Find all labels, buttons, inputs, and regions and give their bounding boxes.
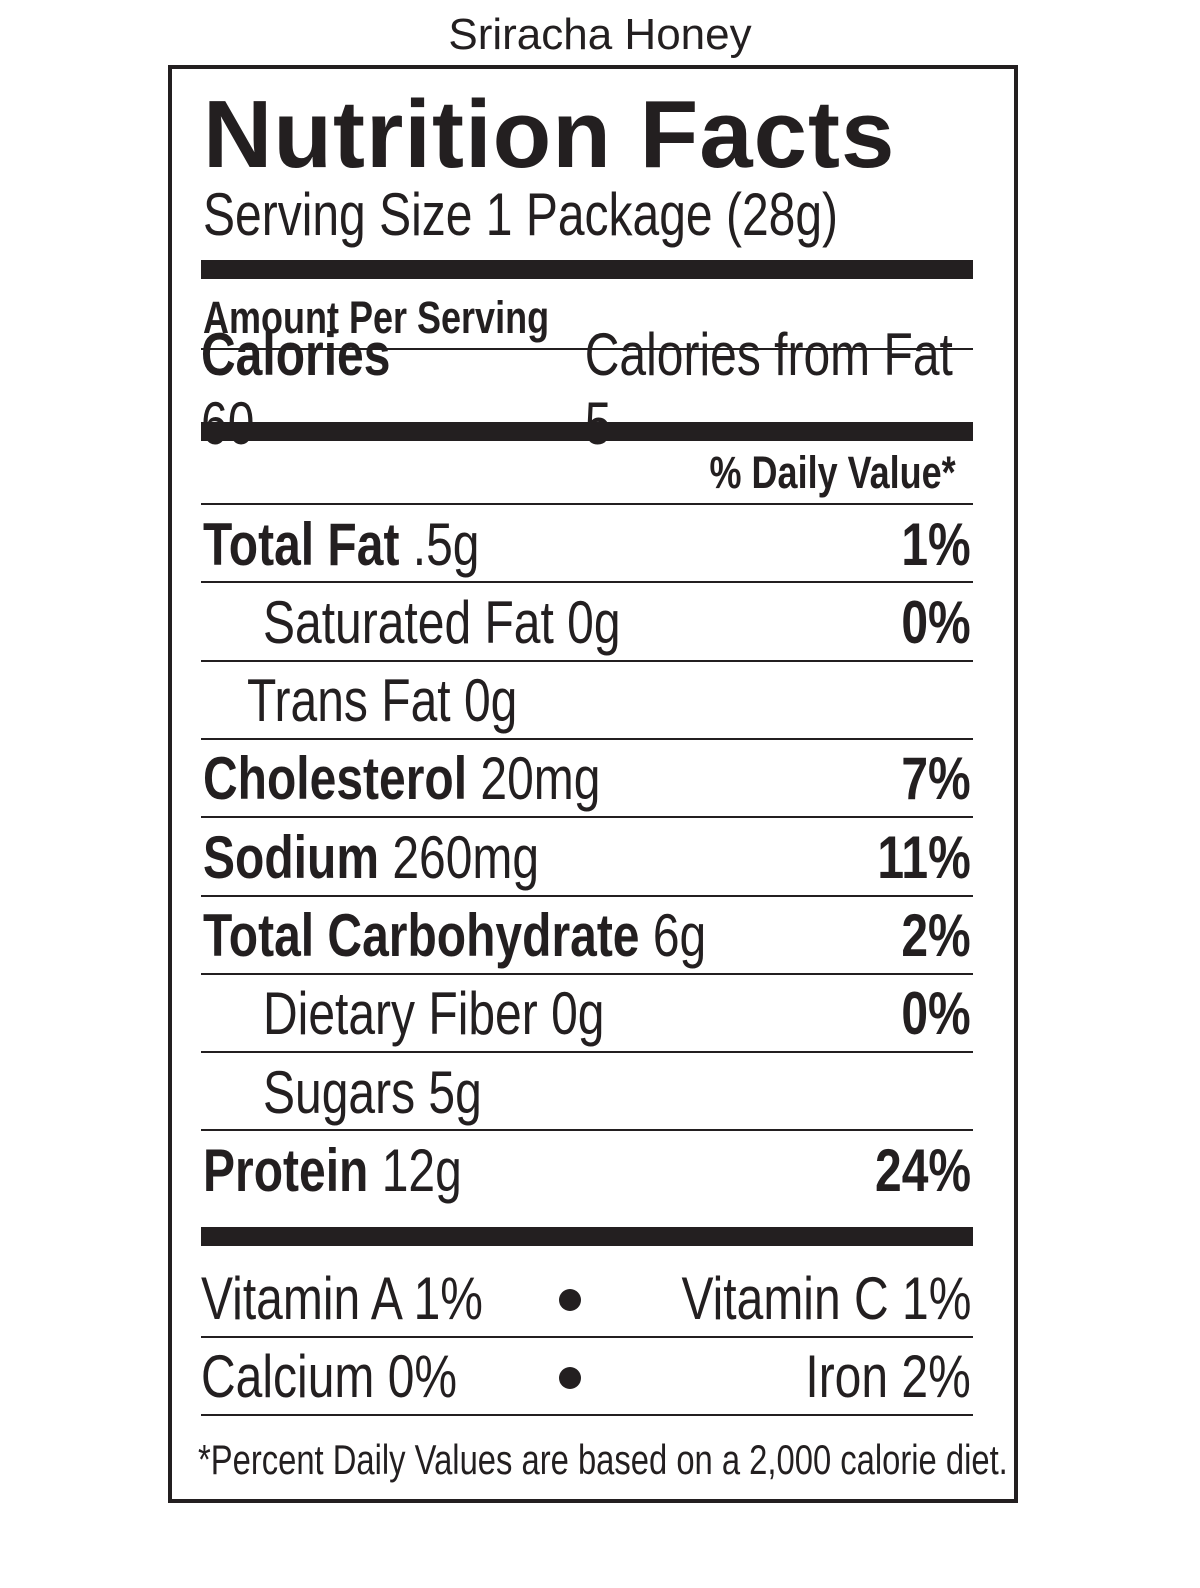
bullet bbox=[559, 1289, 581, 1311]
nutrient-amount: .5g bbox=[412, 510, 480, 578]
daily-value-header: % Daily Value* bbox=[709, 447, 956, 498]
nutrient-name: Cholesterol bbox=[203, 745, 468, 813]
rule bbox=[201, 659, 973, 662]
product-name: Sriracha Honey bbox=[448, 10, 752, 59]
calories-row: Calories 60 Calories from Fat 5 bbox=[201, 321, 956, 457]
vitamin-right: Vitamin C 1% bbox=[681, 1265, 971, 1332]
bullet bbox=[559, 1367, 581, 1389]
nutrient-amount: 260mg bbox=[392, 823, 540, 891]
daily-value: 1% bbox=[901, 510, 971, 578]
calories-label: Calories bbox=[201, 321, 391, 388]
nutrient-text: Total Fat .5g bbox=[203, 510, 480, 579]
vitamin-row: Calcium 0% Iron 2% bbox=[201, 1338, 971, 1415]
nutrient-amount: 0g bbox=[551, 980, 605, 1048]
nutrient-amount: 6g bbox=[652, 902, 707, 969]
footnote: *Percent Daily Values are based on a 2,0… bbox=[198, 1436, 1008, 1483]
daily-value: 24% bbox=[874, 1136, 971, 1204]
nutrient-text: Total Carbohydrate 6g bbox=[203, 901, 706, 970]
thick-bar bbox=[201, 1227, 973, 1246]
rule bbox=[201, 737, 973, 740]
nutrient-row: Saturated Fat 0g 0% bbox=[201, 583, 971, 661]
rule bbox=[201, 816, 973, 819]
nutrient-name: Protein bbox=[203, 1136, 369, 1204]
nutrient-amount: 5g bbox=[428, 1058, 482, 1126]
nutrient-name: Sugars bbox=[263, 1058, 416, 1126]
nutrient-text: Cholesterol 20mg bbox=[203, 744, 600, 813]
nutrient-name: Sodium bbox=[203, 823, 379, 891]
amount-per-serving: Amount Per Serving bbox=[203, 292, 550, 343]
nutrient-name: Dietary Fiber bbox=[263, 980, 538, 1048]
rule bbox=[201, 1414, 973, 1416]
daily-value: 2% bbox=[901, 902, 971, 969]
nutrient-amount: 0g bbox=[567, 588, 621, 656]
nutrient-text: Trans Fat 0g bbox=[247, 666, 517, 735]
vitamin-right: Iron 2% bbox=[805, 1343, 971, 1410]
rule bbox=[201, 581, 973, 584]
nutrient-row: Total Fat .5g 1% bbox=[201, 505, 971, 583]
nutrient-amount: 12g bbox=[381, 1136, 462, 1204]
nutrient-row: Sugars 5g bbox=[201, 1053, 971, 1131]
nutrient-row: Sodium 260mg 11% bbox=[201, 818, 971, 896]
label-title: Nutrition Facts bbox=[203, 81, 896, 188]
nutrient-row: Trans Fat 0g bbox=[201, 662, 971, 740]
nutrient-row: Total Carbohydrate 6g 2% bbox=[201, 897, 971, 975]
nutrient-row: Cholesterol 20mg 7% bbox=[201, 740, 971, 818]
serving-size: Serving Size 1 Package (28g) bbox=[203, 181, 839, 248]
thick-bar bbox=[201, 260, 973, 279]
nutrient-text: Saturated Fat 0g bbox=[263, 588, 621, 657]
nutrient-text: Dietary Fiber 0g bbox=[263, 979, 604, 1048]
dv-header-row: % Daily Value* bbox=[201, 440, 956, 506]
nutrient-name: Total Carbohydrate bbox=[203, 902, 640, 969]
nutrient-row: Protein 12g 24% bbox=[201, 1131, 971, 1209]
rule bbox=[201, 1129, 973, 1132]
thick-bar bbox=[201, 422, 973, 441]
daily-value: 7% bbox=[901, 745, 971, 813]
rule bbox=[201, 894, 973, 897]
nutrient-amount: 20mg bbox=[480, 745, 601, 813]
vitamin-left: Vitamin A 1% bbox=[201, 1265, 483, 1332]
daily-value: 0% bbox=[901, 980, 971, 1048]
rule bbox=[201, 1051, 973, 1054]
daily-value: 0% bbox=[901, 588, 971, 656]
nutrient-text: Sugars 5g bbox=[263, 1058, 482, 1127]
nutrient-name: Saturated Fat bbox=[263, 588, 554, 656]
rule bbox=[201, 348, 973, 350]
nutrient-amount: 0g bbox=[463, 667, 518, 735]
nutrient-text: Protein 12g bbox=[203, 1136, 462, 1205]
nutrient-row: Dietary Fiber 0g 0% bbox=[201, 975, 971, 1053]
rule bbox=[201, 972, 973, 975]
rule bbox=[201, 1336, 973, 1338]
nutrient-name: Trans Fat bbox=[247, 667, 451, 735]
label-box bbox=[168, 65, 1018, 1503]
nutrient-text: Sodium 260mg bbox=[203, 823, 539, 892]
rule bbox=[201, 503, 973, 505]
nutrient-name: Total Fat bbox=[203, 510, 400, 578]
vitamin-row: Vitamin A 1% Vitamin C 1% bbox=[201, 1260, 971, 1337]
daily-value: 11% bbox=[877, 823, 971, 891]
vitamin-left: Calcium 0% bbox=[201, 1343, 458, 1410]
